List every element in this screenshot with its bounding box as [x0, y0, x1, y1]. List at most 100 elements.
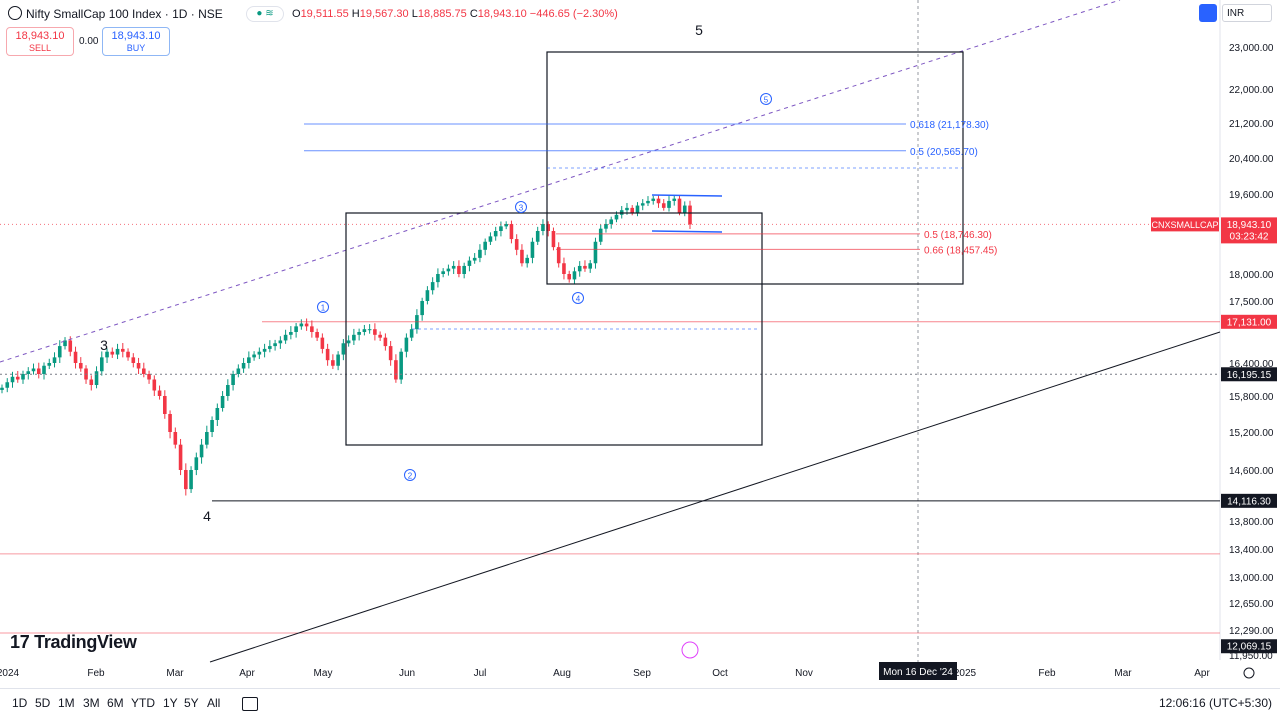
- candle-body: [299, 323, 304, 327]
- settings-gear-icon[interactable]: [1243, 667, 1255, 679]
- candle-body: [367, 329, 372, 331]
- fib-level-label: 0.618 (21,178.30): [910, 120, 989, 131]
- candle-body: [268, 346, 272, 349]
- candle-body: [446, 268, 451, 272]
- price-tag-label: 12,069.15: [1227, 642, 1272, 653]
- candle-body: [583, 265, 587, 269]
- candle-body: [483, 241, 487, 250]
- candle-body: [325, 348, 330, 361]
- candle-body: [352, 334, 356, 341]
- candle-body: [593, 241, 598, 264]
- alert-bolt-icon[interactable]: [681, 641, 699, 659]
- candle-body: [262, 348, 267, 352]
- range-1d[interactable]: 1D: [12, 696, 28, 710]
- candle-body: [499, 226, 503, 231]
- candle-body: [383, 337, 388, 347]
- sell-button[interactable]: 18,943.10 SELL: [6, 27, 74, 56]
- candle-body: [110, 351, 115, 355]
- candle-body: [168, 414, 172, 432]
- candle-body: [320, 337, 325, 349]
- candle-body: [257, 351, 262, 355]
- wave-label-circled: 4: [576, 295, 581, 304]
- y-tick-label: 22,000.00: [1229, 85, 1274, 96]
- candle-body: [399, 351, 403, 380]
- bar-countdown-label: 03:23:42: [1230, 231, 1269, 242]
- candle-body: [630, 207, 635, 213]
- candle-body: [315, 332, 319, 338]
- range-3m[interactable]: 3M: [83, 696, 100, 710]
- candle-body: [252, 354, 256, 358]
- x-tick-label: 2025: [954, 668, 977, 679]
- candle-body: [514, 239, 519, 250]
- candle-body: [535, 231, 540, 242]
- y-tick-label: 23,000.00: [1229, 43, 1274, 54]
- candle-body: [588, 263, 593, 269]
- candle-body: [215, 408, 220, 420]
- y-tick-label: 12,290.00: [1229, 626, 1274, 637]
- y-tick-label: 19,600.00: [1229, 190, 1274, 201]
- wave-label-circled: 3: [519, 204, 524, 213]
- buy-button[interactable]: 18,943.10 BUY: [102, 27, 170, 56]
- candle-body: [598, 228, 603, 242]
- candle-body: [0, 387, 4, 390]
- range-6m[interactable]: 6M: [107, 696, 124, 710]
- ohlc-readout: O19,511.55 H19,567.30 L18,885.75 C18,943…: [292, 8, 618, 20]
- x-tick-label: Apr: [1194, 668, 1210, 679]
- range-1m[interactable]: 1M: [58, 696, 75, 710]
- candle-body: [21, 374, 25, 380]
- price-tag-bg: [1221, 493, 1277, 508]
- compare-icon[interactable]: [1199, 4, 1217, 22]
- candle-body: [467, 260, 472, 266]
- candle-body: [184, 470, 188, 490]
- candle-body: [525, 257, 529, 264]
- x-tick-label: Sep: [633, 668, 651, 679]
- candle-body: [472, 257, 477, 261]
- candle-body: [147, 374, 151, 380]
- y-tick-label: 13,000.00: [1229, 573, 1274, 584]
- wave-label-circle: [572, 292, 584, 304]
- calendar-icon[interactable]: [242, 697, 258, 711]
- candle-body: [436, 274, 440, 283]
- price-tag-label: 16,195.15: [1227, 370, 1272, 381]
- range-all[interactable]: All: [207, 696, 221, 710]
- candle-body: [562, 263, 566, 274]
- candle-body: [63, 340, 67, 347]
- candle-body: [567, 274, 572, 280]
- range-1y[interactable]: 1Y: [163, 696, 178, 710]
- range-5d[interactable]: 5D: [35, 696, 51, 710]
- x-tick-label: Jul: [474, 668, 487, 679]
- x-tick-label: Apr: [239, 668, 255, 679]
- symbol-title[interactable]: Nifty SmallCap 100 Index · 1D · NSE: [26, 7, 223, 21]
- wave-label-circle: [317, 301, 329, 313]
- candle-body: [5, 382, 10, 388]
- range-ytd[interactable]: YTD: [131, 696, 155, 710]
- currency-select[interactable]: INR: [1222, 4, 1272, 22]
- range-5y[interactable]: 5Y: [184, 696, 199, 710]
- candle-body: [178, 444, 183, 470]
- candle-body: [614, 214, 619, 220]
- candle-body: [126, 351, 130, 358]
- price-tag-bg: [1221, 314, 1277, 329]
- candle-body: [273, 343, 277, 347]
- wave-label-circle: [404, 469, 416, 481]
- candle-body: [462, 265, 466, 274]
- candle-body: [131, 357, 136, 363]
- price-chart[interactable]: 23,000.00 22,000.00 21,200.00 20,400.00 19,6…: [0, 0, 1280, 688]
- candle-body: [57, 346, 62, 358]
- collapse-chevron-icon[interactable]: [8, 6, 22, 20]
- x-tick-label: Jun: [399, 668, 415, 679]
- y-tick-label: 13,400.00: [1229, 545, 1274, 556]
- candle-body: [394, 360, 398, 380]
- candle-body: [94, 371, 99, 385]
- candle-body: [231, 374, 235, 385]
- market-status-icon[interactable]: ● ≋: [246, 6, 284, 22]
- symbol-tag-bg: [1151, 217, 1219, 232]
- wave-label-circled: 1: [321, 304, 326, 313]
- candle-body: [99, 357, 104, 372]
- candle-body: [42, 365, 46, 374]
- x-tick-label: Mar: [1114, 668, 1132, 679]
- chart-header: Nifty SmallCap 100 Index · 1D · NSE ● ≋ …: [0, 0, 1200, 28]
- candle-body: [163, 396, 167, 414]
- y-tick-label: 11,950.00: [1229, 651, 1273, 662]
- candle-body: [478, 249, 482, 258]
